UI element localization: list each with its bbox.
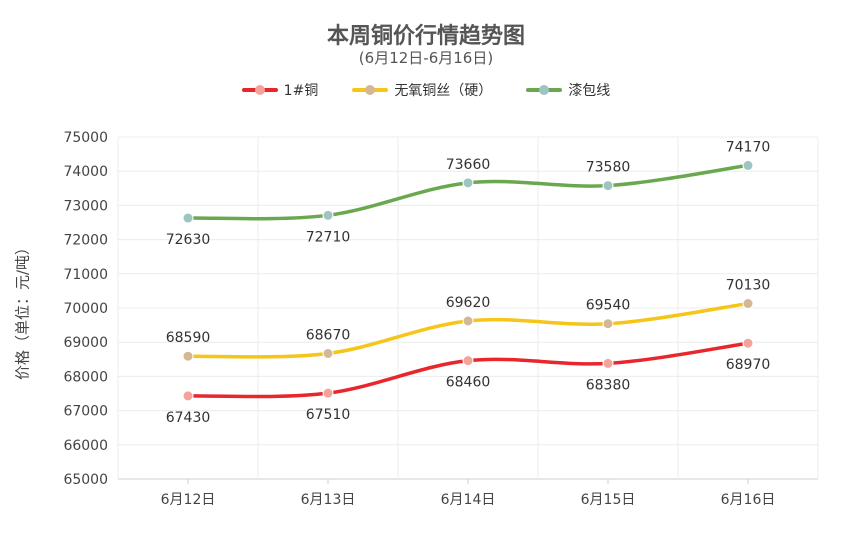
chart-subtitle: (6月12日-6月16日)	[358, 49, 494, 67]
x-tick-label: 6月14日	[441, 492, 496, 508]
data-point	[602, 180, 614, 192]
legend-item-1[interactable]: 无氧铜丝（硬）	[352, 80, 492, 100]
data-label: 72630	[166, 232, 211, 248]
x-tick-label: 6月16日	[721, 492, 776, 508]
legend-swatch-1	[352, 85, 389, 95]
legend-swatch-0	[241, 85, 278, 95]
data-label: 73580	[586, 160, 631, 176]
data-label: 67430	[166, 410, 211, 426]
y-tick-label: 66000	[63, 438, 108, 454]
data-label: 74170	[726, 139, 771, 155]
data-point	[462, 355, 474, 367]
x-tick-label: 6月15日	[581, 492, 636, 508]
series-line-1	[186, 301, 750, 359]
y-tick-label: 72000	[63, 233, 108, 249]
data-point	[742, 337, 754, 349]
x-tick-label: 6月13日	[301, 492, 356, 508]
data-point	[182, 212, 194, 224]
data-point	[462, 177, 474, 189]
data-point	[322, 347, 334, 359]
data-point	[182, 390, 194, 402]
data-label: 68460	[446, 375, 491, 391]
series-line-2	[186, 163, 750, 221]
data-point	[602, 318, 614, 330]
data-label: 69620	[446, 295, 491, 311]
legend-item-0[interactable]: 1#铜	[241, 80, 319, 100]
legend-swatch-2	[526, 85, 563, 95]
data-label: 69540	[586, 298, 631, 314]
data-label: 72710	[306, 229, 351, 245]
chart-title: 本周铜价行情趋势图	[326, 24, 525, 49]
data-point	[742, 159, 754, 171]
data-point	[182, 350, 194, 362]
legend-item-2[interactable]: 漆包线	[526, 80, 610, 100]
y-tick-label: 70000	[63, 301, 108, 317]
data-point	[322, 387, 334, 399]
data-label: 68380	[586, 377, 631, 393]
data-label: 70130	[726, 278, 771, 294]
data-point	[602, 357, 614, 369]
data-label: 68670	[306, 327, 351, 343]
x-tick-label: 6月12日	[161, 492, 216, 508]
data-point	[742, 298, 754, 310]
y-tick-label: 69000	[63, 335, 108, 351]
y-tick-label: 75000	[63, 130, 108, 146]
data-label: 73660	[446, 157, 491, 173]
y-tick-label: 68000	[63, 369, 108, 385]
y-tick-label: 73000	[63, 198, 108, 214]
legend-label-1: 无氧铜丝（硬）	[394, 83, 493, 99]
y-tick-label: 74000	[63, 164, 108, 180]
legend: 1#铜 无氧铜丝（硬） 漆包线	[0, 80, 852, 100]
data-point	[322, 209, 334, 221]
legend-label-2: 漆包线	[568, 83, 611, 99]
legend-label-0: 1#铜	[283, 83, 319, 99]
y-tick-label: 65000	[63, 472, 108, 488]
y-tick-label: 67000	[63, 404, 108, 420]
data-label: 68970	[726, 357, 771, 373]
data-label: 68590	[166, 330, 211, 346]
data-label: 67510	[306, 407, 351, 423]
y-tick-label: 71000	[63, 267, 108, 283]
data-point	[462, 315, 474, 327]
